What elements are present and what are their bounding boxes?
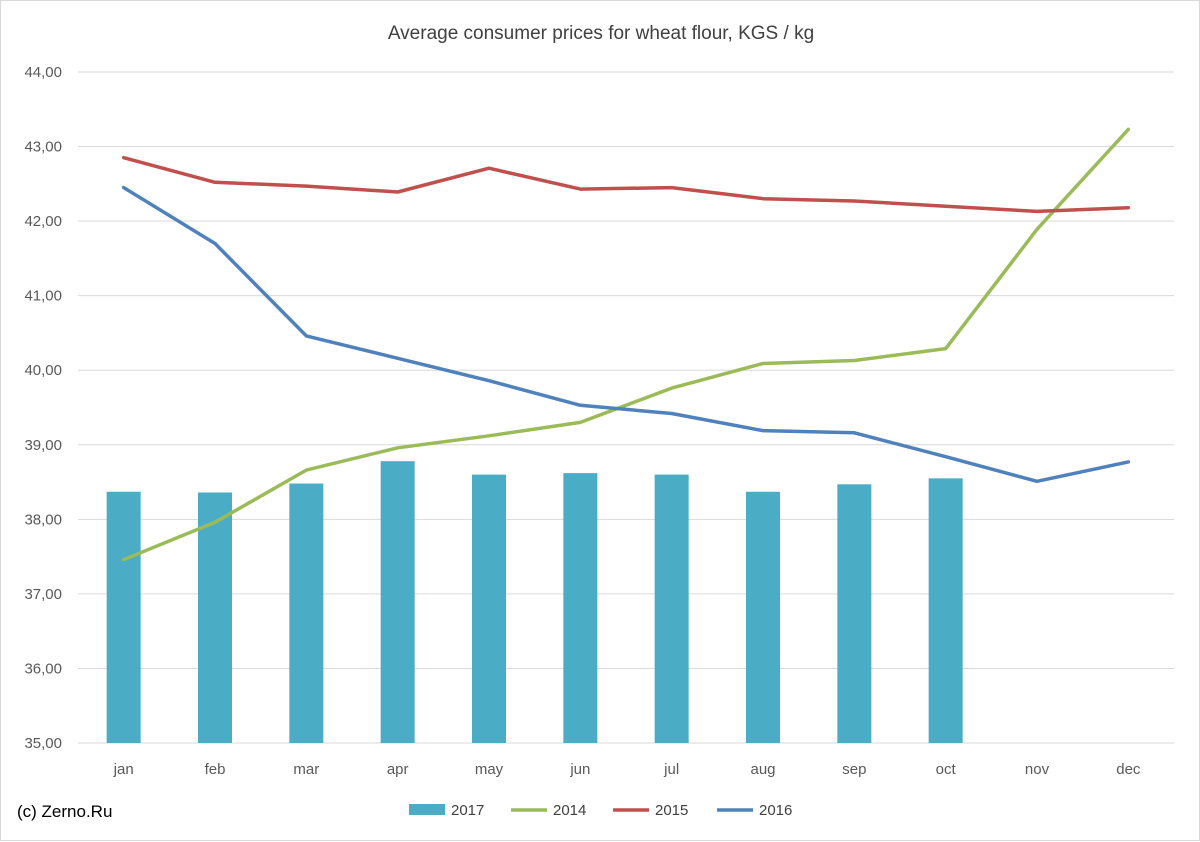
y-tick-label: 41,00 xyxy=(24,288,62,305)
x-tick-label: feb xyxy=(205,761,226,778)
bar-2017-sep xyxy=(837,484,872,743)
bar-2017-jul xyxy=(654,474,689,743)
y-tick-label: 44,00 xyxy=(24,64,62,81)
line-2015 xyxy=(121,155,1131,214)
line-2014 xyxy=(121,127,1131,562)
y-tick-label: 37,00 xyxy=(24,586,62,603)
bar-2017-jan xyxy=(106,491,141,743)
y-tick-label: 36,00 xyxy=(24,660,62,677)
y-tick-label: 35,00 xyxy=(24,735,62,752)
legend-label-2014: 2014 xyxy=(553,802,586,819)
x-tick-label: dec xyxy=(1116,761,1141,778)
bar-2017-mar xyxy=(289,483,324,743)
x-tick-label: jun xyxy=(569,761,590,778)
y-tick-label: 38,00 xyxy=(24,511,62,528)
bar-2017-may xyxy=(472,474,506,743)
x-tick-label: nov xyxy=(1025,761,1050,778)
legend-label-2016: 2016 xyxy=(759,802,792,819)
y-tick-label: 42,00 xyxy=(24,213,62,230)
grid xyxy=(78,71,1174,744)
y-tick-label: 39,00 xyxy=(24,437,62,454)
y-tick-label: 40,00 xyxy=(24,362,62,379)
x-tick-label: jul xyxy=(663,761,679,778)
line-2016 xyxy=(121,185,1131,484)
legend-label-2017: 2017 xyxy=(451,802,484,819)
chart-title: Average consumer prices for wheat flour,… xyxy=(388,23,814,44)
bar-2017-oct xyxy=(928,478,963,743)
x-axis-tick-labels: jan feb mar apr may jun jul aug sep oct nov dec xyxy=(113,761,1141,778)
line-series xyxy=(121,127,1131,562)
legend-label-2015: 2015 xyxy=(655,802,688,819)
bar-2017-feb xyxy=(198,492,232,743)
y-axis-tick-labels: 35,00 36,00 37,00 38,00 39,00 40,00 41,00 42,00… xyxy=(24,64,62,752)
x-tick-label: jan xyxy=(113,761,134,778)
x-tick-label: apr xyxy=(387,761,409,778)
x-tick-label: oct xyxy=(936,761,957,778)
bar-2017-jun xyxy=(563,473,598,743)
bar-2017-aug xyxy=(746,491,780,743)
source-credit: (c) Zerno.Ru xyxy=(17,802,112,821)
bar-2017-apr xyxy=(380,461,415,743)
bar-series-2017 xyxy=(106,461,963,743)
x-tick-label: mar xyxy=(293,761,319,778)
x-tick-label: sep xyxy=(842,761,866,778)
y-tick-label: 43,00 xyxy=(24,139,62,156)
legend: 2017 2014 2015 2016 xyxy=(409,802,792,819)
legend-swatch-2017 xyxy=(409,804,445,815)
x-tick-label: aug xyxy=(750,761,775,778)
x-tick-label: may xyxy=(475,761,504,778)
